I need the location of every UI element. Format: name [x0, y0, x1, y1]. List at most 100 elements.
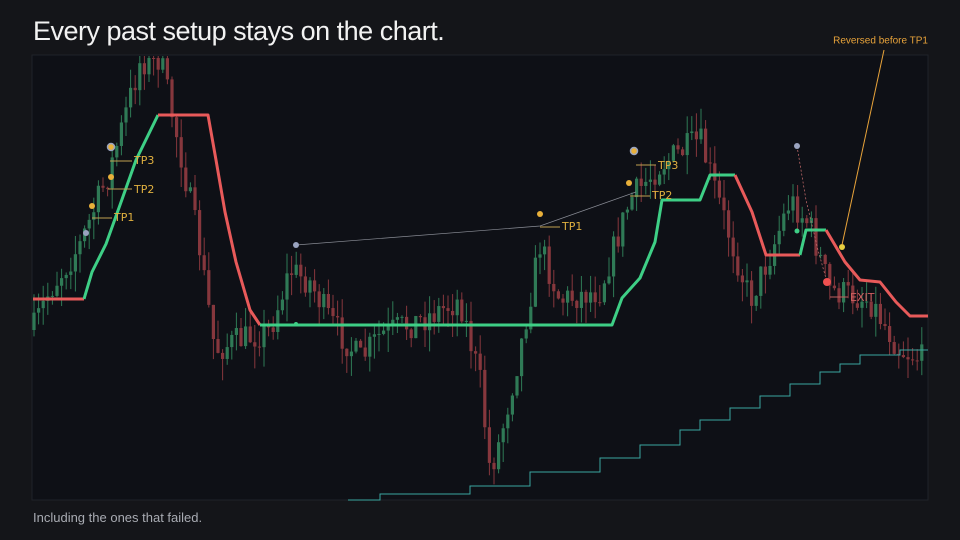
- tp-dot: [629, 146, 639, 156]
- tp-label: TP1: [561, 220, 582, 233]
- candle-body: [285, 273, 289, 300]
- candle-body: [455, 299, 459, 316]
- candle-body: [506, 414, 510, 429]
- candle-body: [156, 58, 160, 70]
- candle-body: [584, 291, 588, 303]
- candle-body: [142, 63, 146, 75]
- candle-body: [354, 340, 358, 352]
- candle-body: [510, 395, 514, 415]
- candle-body: [409, 329, 413, 339]
- candle-body: [901, 355, 905, 358]
- candle-body: [598, 302, 602, 304]
- candle-body: [704, 128, 708, 163]
- candle-body: [179, 137, 183, 168]
- candle-body: [198, 210, 202, 256]
- candle-body: [915, 360, 919, 362]
- candle-body: [165, 58, 169, 80]
- stop-dot: [294, 322, 298, 326]
- candle-body: [731, 237, 735, 257]
- candle-body: [814, 218, 818, 256]
- stop-green: [798, 228, 826, 256]
- candle-body: [239, 328, 243, 347]
- candle-body: [276, 310, 280, 333]
- candle-body: [101, 185, 105, 188]
- candle-body: [331, 308, 335, 317]
- candle-body: [368, 336, 372, 357]
- candle-body: [612, 236, 616, 277]
- candle-body: [681, 149, 685, 156]
- candle-body: [432, 313, 436, 322]
- candle-body: [437, 306, 441, 322]
- candle-body: [823, 254, 827, 265]
- candle-body: [469, 320, 473, 352]
- tp-label: TP2: [133, 183, 154, 196]
- candle-body: [805, 218, 809, 224]
- candle-body: [175, 117, 179, 138]
- title: Every past setup stays on the chart.: [33, 16, 445, 46]
- candle-body: [842, 282, 846, 303]
- candle-body: [345, 348, 349, 357]
- candle-body: [483, 369, 487, 428]
- candle-body: [225, 347, 229, 359]
- candle-body: [671, 145, 675, 161]
- candle-body: [819, 254, 823, 256]
- candle-body: [520, 338, 524, 377]
- candle-body: [754, 295, 758, 306]
- candle-body: [644, 181, 648, 186]
- candle-body: [777, 230, 781, 245]
- candle-body: [690, 131, 694, 134]
- candle-body: [713, 163, 717, 181]
- candle-body: [543, 246, 547, 255]
- candle-body: [874, 303, 878, 317]
- candle-body: [211, 304, 215, 340]
- setup-link: [295, 191, 637, 246]
- candle-body: [676, 145, 680, 150]
- candle-body: [533, 257, 537, 307]
- candle-body: [694, 131, 698, 140]
- candle-body: [593, 292, 597, 303]
- candle-body: [244, 326, 248, 347]
- candle-body: [763, 266, 767, 275]
- candle-body: [828, 264, 832, 286]
- candle-body: [658, 174, 662, 185]
- candle-body: [547, 246, 551, 284]
- stop-green: [82, 114, 160, 300]
- candle-body: [92, 212, 96, 220]
- candle-body: [414, 316, 418, 339]
- candle-body: [740, 275, 744, 283]
- tp-dot: [537, 211, 543, 217]
- candle-body: [152, 58, 156, 59]
- candle-body: [883, 324, 887, 327]
- candle-body: [290, 273, 294, 275]
- candle-body: [106, 187, 110, 189]
- candle-body: [257, 346, 261, 348]
- candle-body: [920, 344, 924, 361]
- candle-body: [188, 187, 192, 192]
- candle-body: [119, 122, 123, 146]
- candle-body: [299, 264, 303, 277]
- candle-body: [860, 301, 864, 308]
- candle-body: [667, 160, 671, 170]
- entry-dot: [794, 143, 800, 149]
- candle-body: [892, 342, 896, 354]
- candle-body: [727, 210, 731, 238]
- candle-body: [395, 317, 399, 320]
- candle-body: [501, 428, 505, 443]
- candle-body: [280, 299, 284, 311]
- candle-body: [717, 180, 721, 198]
- candle-body: [207, 270, 211, 305]
- candle-body: [515, 376, 519, 396]
- stop-red: [733, 174, 800, 257]
- candle-body: [566, 290, 570, 303]
- candle-body: [78, 241, 82, 255]
- candle-body: [441, 306, 445, 309]
- candle-body: [147, 58, 151, 75]
- caption: Including the ones that failed.: [33, 510, 203, 525]
- candle-body: [851, 285, 855, 304]
- candle-body: [129, 87, 133, 108]
- candle-body: [372, 334, 376, 337]
- tp-label: TP3: [133, 154, 154, 167]
- candle-body: [906, 357, 910, 360]
- candle-body: [464, 320, 468, 322]
